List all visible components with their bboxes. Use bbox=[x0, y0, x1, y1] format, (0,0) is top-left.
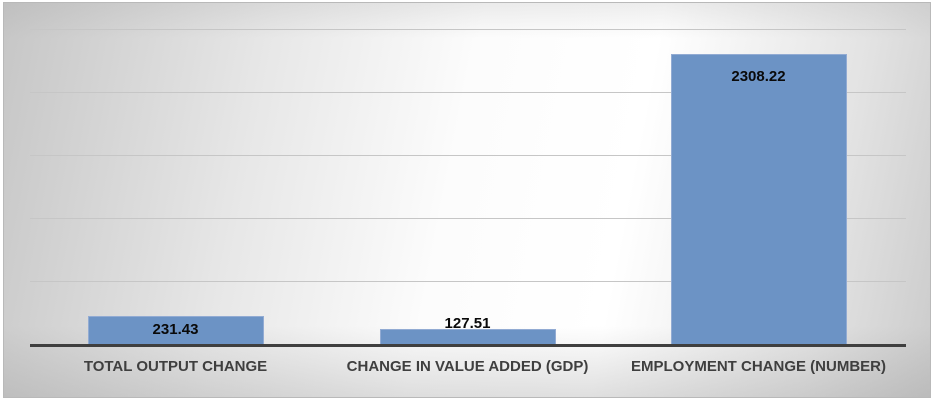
category-label-change-in-value-added-gdp: CHANGE IN VALUE ADDED (GDP) bbox=[346, 358, 589, 375]
gridline-1000 bbox=[30, 218, 906, 220]
data-label-employment-change-number: 2308.22 bbox=[731, 67, 786, 85]
data-label-change-in-value-added-gdp: 127.51 bbox=[444, 314, 491, 332]
gridline-500 bbox=[30, 281, 906, 283]
category-label-employment-change-number: EMPLOYMENT CHANGE (NUMBER) bbox=[631, 358, 886, 375]
data-label-total-output-change: 231.43 bbox=[152, 320, 199, 338]
gridline-2500 bbox=[30, 29, 906, 30]
category-label-total-output-change: TOTAL OUTPUT CHANGE bbox=[83, 358, 268, 375]
bar-employment-change-number bbox=[670, 53, 847, 345]
x-axis-line bbox=[30, 344, 906, 347]
gridline-1500 bbox=[30, 155, 906, 157]
chart-frame: 231.43 127.51 2308.22 TOTAL OUTPUT CHANGE C… bbox=[3, 2, 931, 398]
gridline-2000 bbox=[30, 92, 906, 94]
plot-area: 231.43 127.51 2308.22 TOTAL OUTPUT CHANGE C… bbox=[4, 3, 930, 397]
